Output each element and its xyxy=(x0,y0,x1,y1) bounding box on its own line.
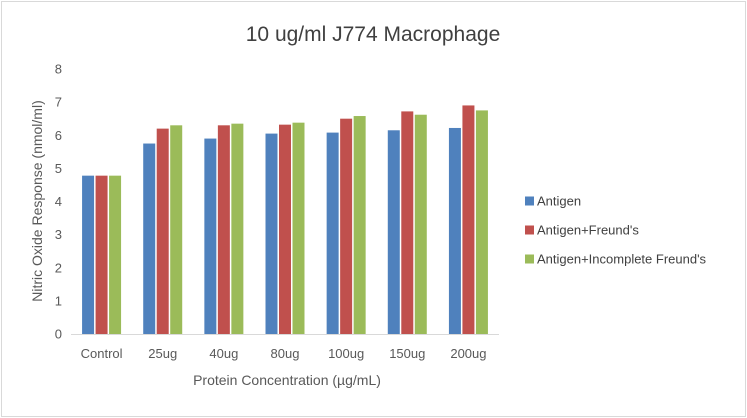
bar-antigen-40ug xyxy=(204,138,217,334)
x-axis-label: Protein Concentration (µg/mL) xyxy=(193,372,381,388)
bar-antigen-25ug xyxy=(143,143,156,334)
bar-antigen-150ug xyxy=(387,130,400,334)
bar-antigen-incomplete-freund-s-150ug xyxy=(414,114,427,335)
bar-antigen-200ug xyxy=(448,127,461,335)
legend-swatch xyxy=(525,225,534,235)
bar-antigen-freund-s-80ug xyxy=(279,124,291,335)
bar-antigen-80ug xyxy=(265,133,278,334)
legend: Antigen Antigen+Freund's Antigen+Incomplet… xyxy=(525,194,707,267)
x-tick-label: 100ug xyxy=(328,346,364,361)
y-tick-label: 0 xyxy=(55,327,62,342)
bars xyxy=(82,105,488,335)
bar-antigen-incomplete-freund-s-100ug xyxy=(353,116,366,334)
bar-antigen-incomplete-freund-s-80ug xyxy=(292,122,305,334)
y-tick-label: 2 xyxy=(55,260,62,275)
legend-label: Antigen+Freund's xyxy=(537,223,639,238)
bar-antigen-freund-s-control xyxy=(95,175,108,334)
x-tick-label: 80ug xyxy=(271,346,300,361)
y-tick-label: 6 xyxy=(55,128,62,143)
bar-antigen-freund-s-150ug xyxy=(401,111,414,335)
x-tick-label: 40ug xyxy=(209,346,238,361)
legend-swatch xyxy=(525,254,534,264)
chart-title: 10 ug/ml J774 Macrophage xyxy=(246,23,501,46)
bar-antigen-incomplete-freund-s-25ug xyxy=(170,125,183,334)
legend-swatch xyxy=(525,196,534,206)
bar-antigen-freund-s-25ug xyxy=(156,128,169,334)
y-axis-label: Nitric Oxide Response (nmol/ml) xyxy=(29,100,45,302)
bar-antigen-incomplete-freund-s-control xyxy=(109,175,122,334)
bar-antigen-freund-s-200ug xyxy=(462,105,475,334)
y-tick-label: 7 xyxy=(55,95,62,110)
x-axis-ticks: Control 25ug 40ug 80ug 100ug 150ug 200ug xyxy=(81,346,487,361)
legend-label: Antigen xyxy=(537,194,581,209)
x-tick-label: 25ug xyxy=(148,346,177,361)
y-tick-label: 5 xyxy=(55,161,62,176)
bar-antigen-incomplete-freund-s-200ug xyxy=(475,110,488,334)
x-tick-label: Control xyxy=(81,346,123,361)
y-axis-ticks: 0 1 2 3 4 5 6 7 8 xyxy=(55,62,62,342)
legend-label: Antigen+Incomplete Freund's xyxy=(537,252,707,267)
y-tick-label: 3 xyxy=(55,227,62,242)
bar-antigen-freund-s-100ug xyxy=(340,118,353,334)
y-tick-label: 4 xyxy=(55,194,62,209)
bar-antigen-100ug xyxy=(326,132,339,334)
x-tick-label: 150ug xyxy=(389,346,425,361)
bar-antigen-incomplete-freund-s-40ug xyxy=(231,123,244,334)
y-tick-label: 8 xyxy=(55,62,62,77)
bar-antigen-control xyxy=(82,175,95,334)
x-tick-label: 200ug xyxy=(450,346,486,361)
y-tick-label: 1 xyxy=(55,293,62,308)
bar-antigen-freund-s-40ug xyxy=(217,125,230,334)
